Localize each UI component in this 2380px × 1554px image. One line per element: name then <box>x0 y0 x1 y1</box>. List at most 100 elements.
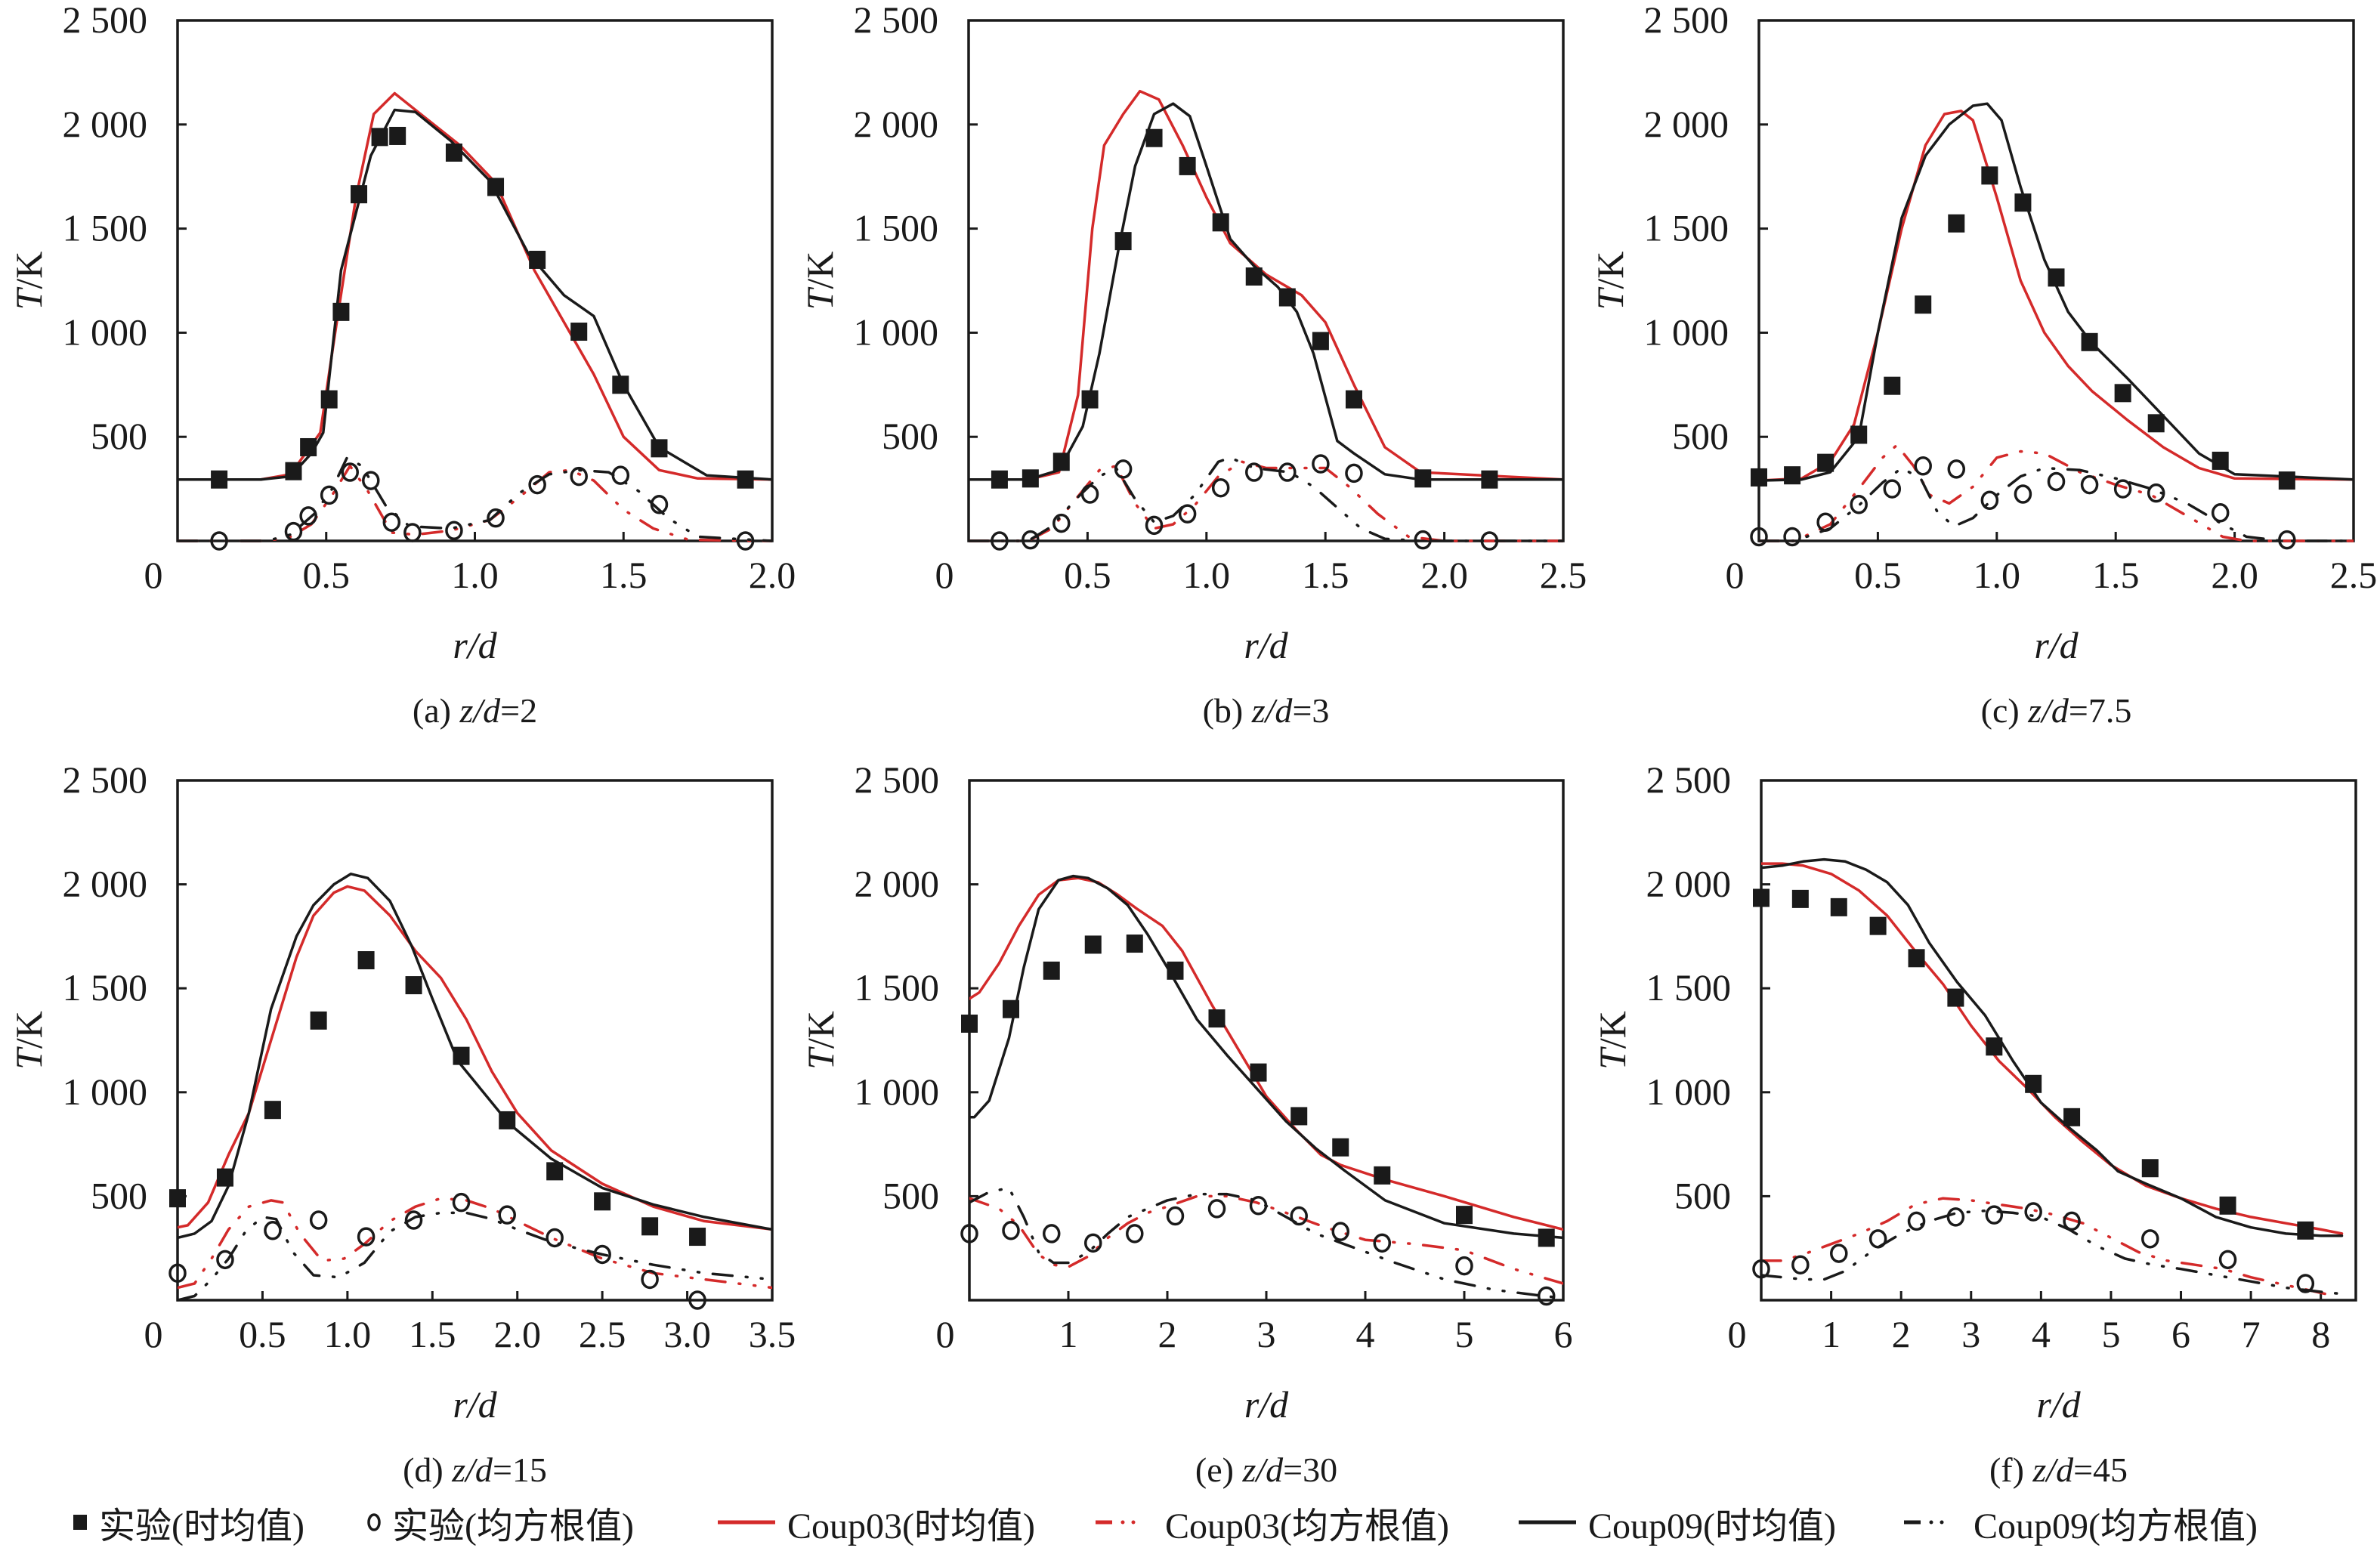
black-solid-line-icon <box>1519 1520 1576 1525</box>
exp-rms-point <box>1480 531 1499 551</box>
caption-variable: z/d <box>1251 691 1294 730</box>
exp-mean-point <box>2212 451 2229 470</box>
y-axis-label-unit: /K <box>799 1011 842 1049</box>
legend-item-coup09-mean: Coup09(时均值) <box>1519 1496 1836 1549</box>
exp-rms-point <box>2113 479 2132 499</box>
exp-mean-point <box>211 470 228 489</box>
legend-item-exp-rms: 实验(均方根值) <box>366 1496 634 1549</box>
exp-rms-point <box>1914 456 1932 476</box>
exp-mean-point <box>1981 166 1998 185</box>
x-tick-label: 1.0 <box>324 1313 372 1355</box>
x-tick-label: 6 <box>1554 1313 1573 1355</box>
exp-mean-point <box>300 437 317 456</box>
exp-mean-point <box>1022 469 1039 488</box>
x-tick-label: 2.0 <box>1420 554 1468 596</box>
exp-rms-point <box>1791 1255 1810 1274</box>
exp-rms-point <box>1750 527 1768 547</box>
exp-mean-point <box>991 470 1008 489</box>
exp-rms-point <box>570 466 588 487</box>
exp-rms-point <box>1883 479 1902 499</box>
exp-mean-point <box>2081 332 2098 351</box>
y-tick-label: 1 000 <box>855 1070 940 1113</box>
exp-mean-point <box>1869 916 1887 935</box>
exp-mean-point <box>1245 267 1263 286</box>
exp-rms-point <box>2147 483 2165 503</box>
y-tick-label: 500 <box>1674 1174 1731 1216</box>
plot-area <box>178 91 772 542</box>
exp-mean-point <box>1538 1228 1555 1247</box>
y-axis-label-unit: /K <box>1591 1011 1634 1049</box>
exp-rms-point <box>1331 1222 1349 1241</box>
exp-mean-point <box>594 1192 611 1211</box>
legend-label: Coup03(时均值) <box>787 1506 1035 1546</box>
y-tick-label: 1 000 <box>63 1070 148 1113</box>
exp-rms-point <box>650 495 669 514</box>
x-tick-label: 0 <box>936 1313 955 1355</box>
exp-rms-point <box>299 506 317 526</box>
exp-mean-point <box>2278 471 2295 490</box>
exp-mean-point <box>2048 268 2065 287</box>
exp-rms-point <box>641 1269 659 1290</box>
x-tick-label: 5 <box>1455 1313 1474 1355</box>
caption-value: =30 <box>1283 1451 1337 1489</box>
coup03-mean-line <box>178 91 772 481</box>
coup09-mean-line <box>969 102 1563 481</box>
exp-mean-point <box>1948 214 1965 233</box>
coup09-rms-line <box>969 456 1563 542</box>
exp-mean-point <box>1052 453 1070 471</box>
coup03-rms-line <box>969 1194 1563 1285</box>
caption-prefix: (a) <box>413 691 460 730</box>
exp-rms-point <box>404 1210 423 1230</box>
y-axis-label: T/K <box>1589 252 1631 310</box>
exp-mean-point <box>1126 935 1143 953</box>
x-tick-label: 2.0 <box>493 1313 541 1355</box>
x-tick-label: 1.5 <box>600 554 648 596</box>
exp-rms-point <box>403 523 422 542</box>
coup03-mean-line <box>1759 110 2354 482</box>
exp-mean-point <box>2147 414 2165 433</box>
exp-rms-point <box>341 462 359 482</box>
exp-mean-point <box>612 375 629 394</box>
exp-mean-point <box>961 1014 978 1033</box>
axes-frame <box>1757 19 2355 542</box>
exp-mean-point <box>1986 1037 2003 1056</box>
exp-mean-point <box>1179 156 1196 175</box>
y-tick-label: 2 500 <box>1644 0 1729 41</box>
exp-rms-point <box>1126 1224 1144 1244</box>
y-tick-label: 2 000 <box>63 863 148 905</box>
exp-rms-point <box>1345 463 1363 484</box>
y-axis-label: T/K <box>1591 1011 1634 1070</box>
x-axis-label: r/d <box>2034 624 2079 666</box>
x-tick-label: 1.0 <box>451 554 499 596</box>
subplot-b: 0 0.5 1.0 1.5 2.0 2.5 500 1 000 1 500 2 000 2 500 T… <box>799 0 1587 730</box>
exp-mean-point <box>1817 453 1834 472</box>
exp-rms-point <box>1373 1233 1392 1253</box>
y-tick-label: 2 500 <box>63 758 148 801</box>
exp-mean-point <box>529 250 546 269</box>
exp-rms-point <box>168 1263 187 1283</box>
coup09-mean-line <box>178 873 772 1240</box>
x-tick-label: 3.5 <box>749 1313 796 1355</box>
y-tick-label: 2 000 <box>855 863 940 905</box>
x-axis-label: r/d <box>2036 1383 2081 1426</box>
exp-mean-point <box>1332 1138 1349 1157</box>
exp-rms-point <box>1816 512 1834 532</box>
y-tick-label: 2 500 <box>855 758 940 801</box>
exp-mean-point <box>1250 1063 1267 1082</box>
exp-rms-point <box>487 508 505 528</box>
coup03-mean-line <box>178 885 772 1231</box>
exp-rms-point <box>2014 484 2032 504</box>
x-tick-label: 0 <box>144 554 163 596</box>
y-tick-label: 500 <box>882 1174 939 1216</box>
exp-mean-point <box>389 126 406 145</box>
exp-mean-point <box>351 185 368 204</box>
exp-mean-point <box>1290 1107 1308 1126</box>
caption-value: =7.5 <box>2069 691 2131 730</box>
exp-mean-point <box>332 302 350 321</box>
exp-mean-point <box>1414 469 1432 488</box>
x-tick-label: 6 <box>2171 1313 2190 1355</box>
exp-mean-point <box>1084 935 1102 954</box>
subplot-e: 0 1 2 3 4 5 6 500 1 000 1 500 2 000 2 500 T/K r/d (e) … <box>799 758 1573 1489</box>
